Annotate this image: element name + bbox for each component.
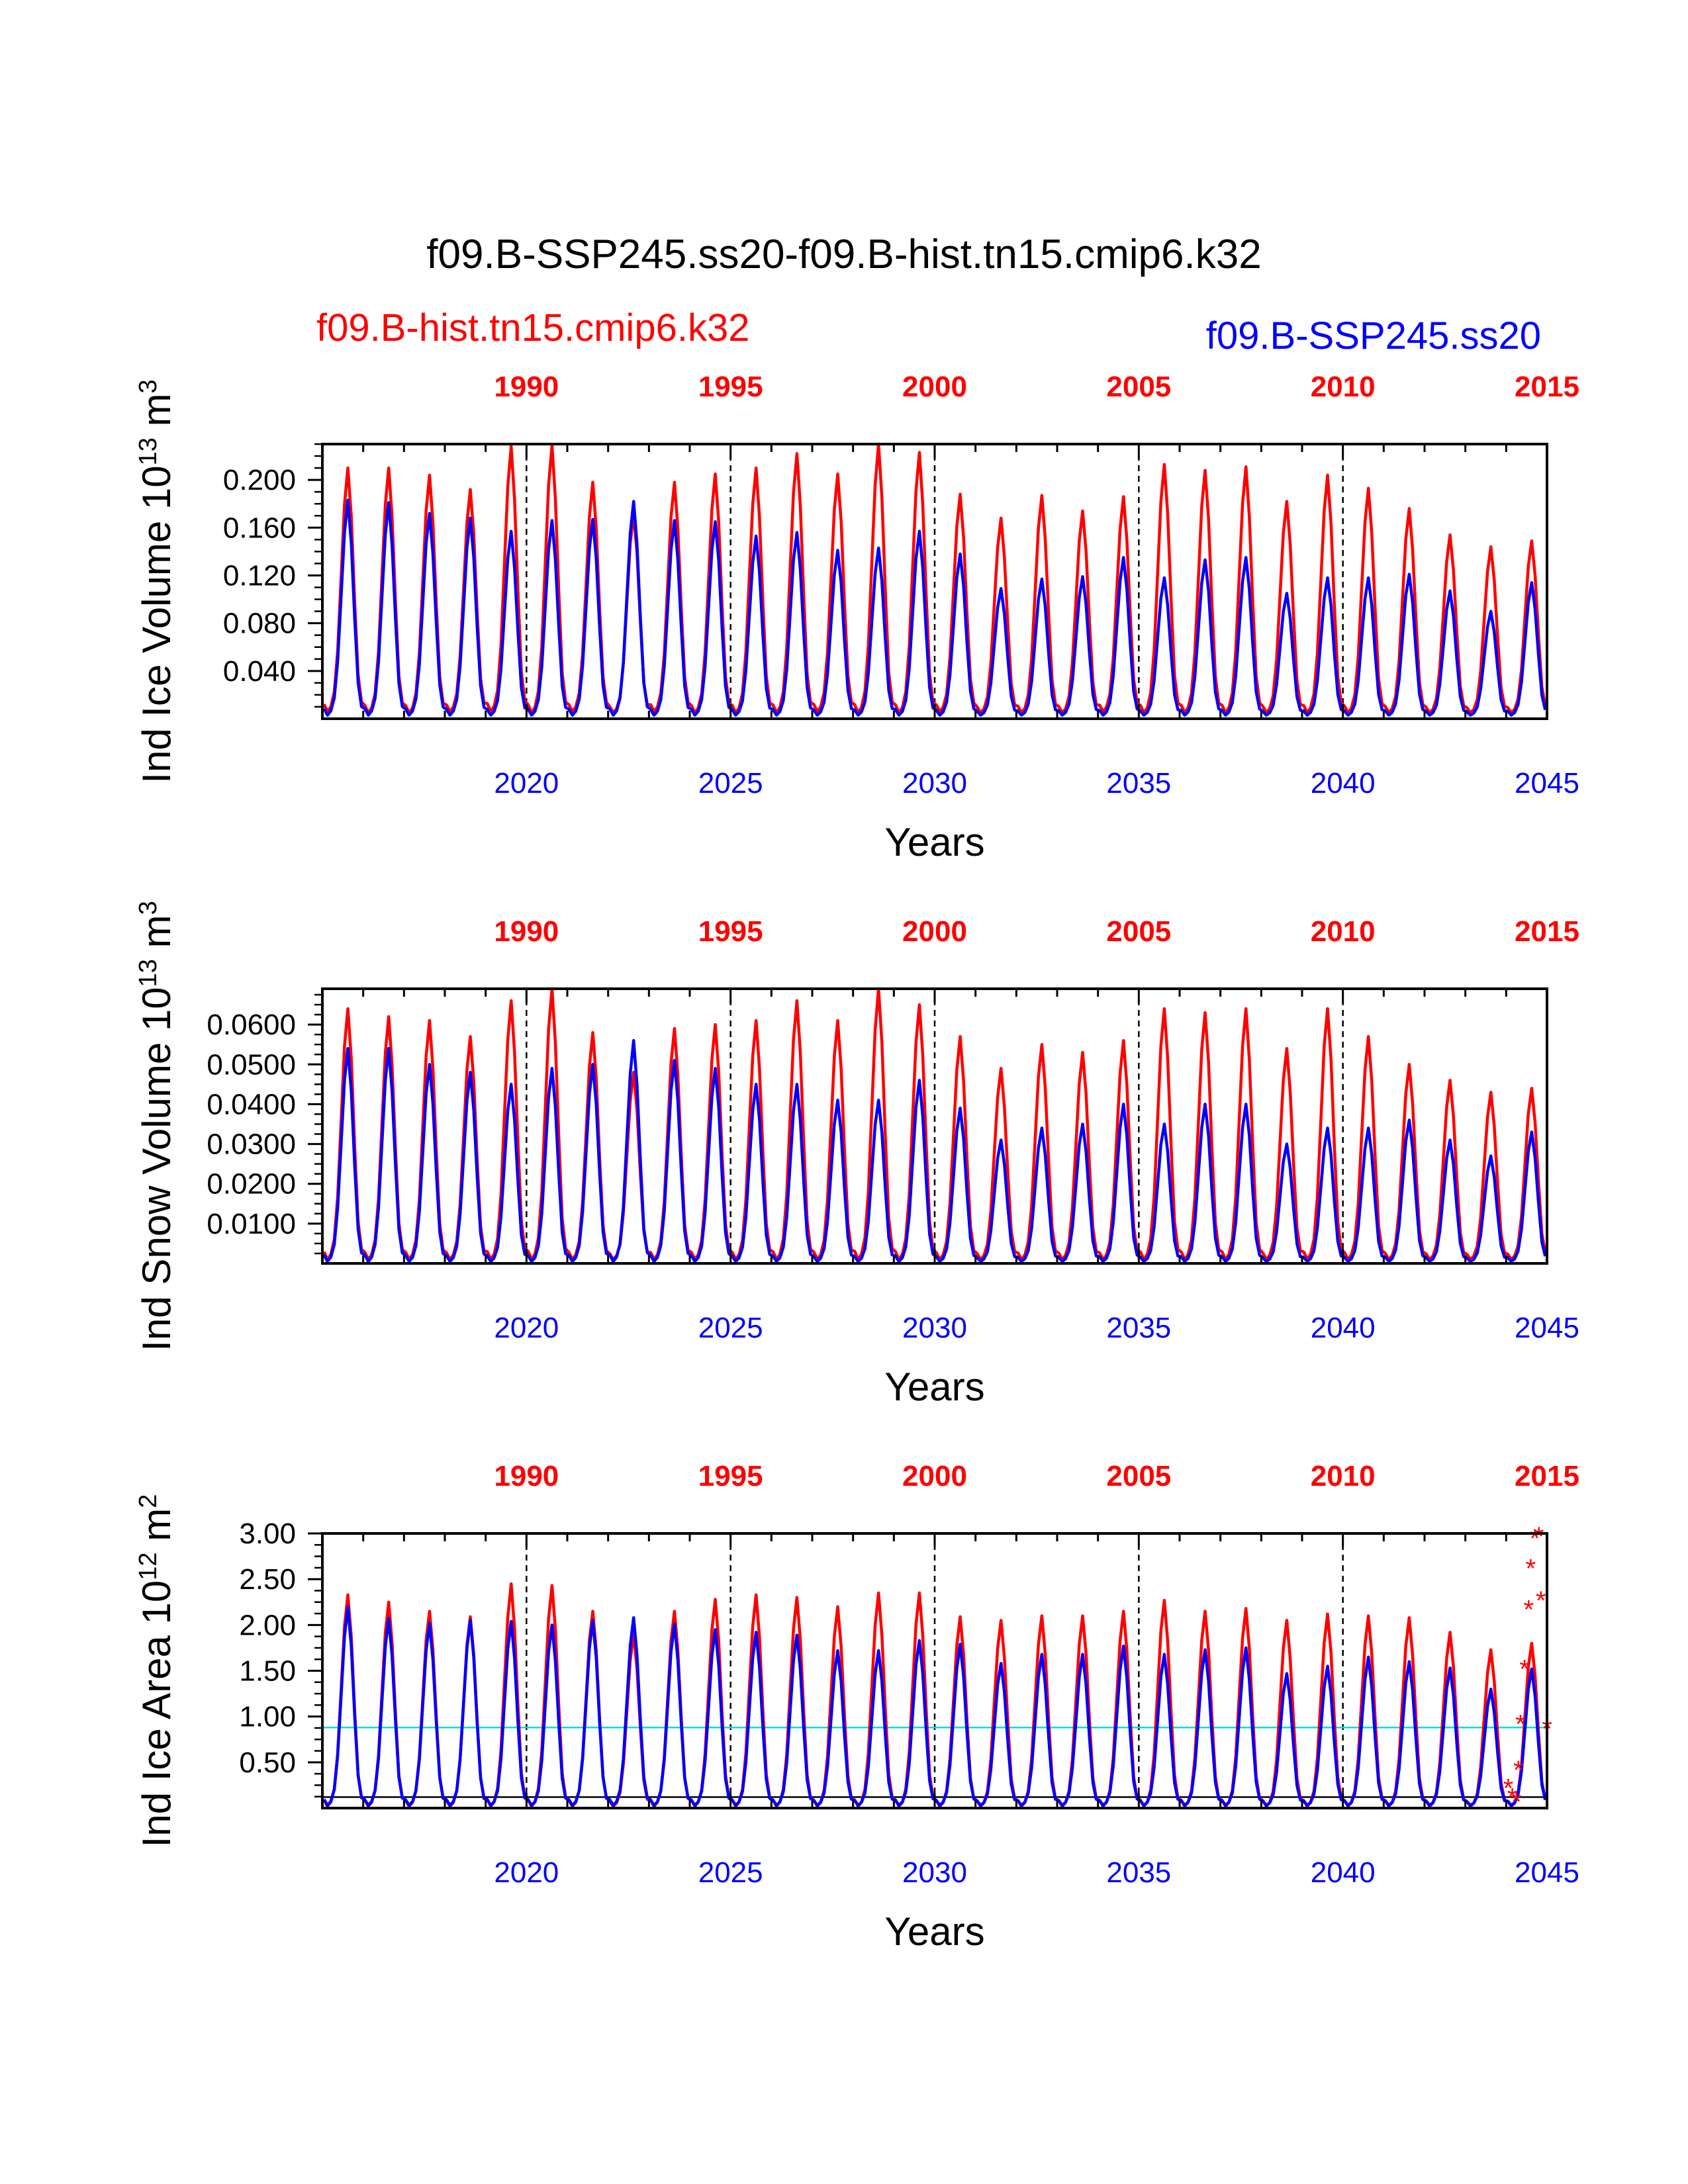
chart-2-y-tick-label-0: 0.50 xyxy=(239,1747,296,1779)
chart-0-top-tick-label-2005: 2005 xyxy=(1106,371,1171,403)
chart-2-y-tick-label-3: 2.00 xyxy=(239,1609,296,1641)
chart-2-top-tick-label-2015: 2015 xyxy=(1515,1460,1579,1492)
chart-0-bottom-tick-label-2020: 2020 xyxy=(494,767,559,799)
chart-0-top-tick-label-1990: 1990 xyxy=(494,371,559,403)
chart-2-marker-3: * xyxy=(1513,1756,1524,1785)
chart-2-marker-5: * xyxy=(1519,1655,1530,1684)
chart-1-top-tick-label-2010: 2010 xyxy=(1311,915,1376,948)
chart-0-bottom-tick-label-2025: 2025 xyxy=(698,767,763,799)
chart-1-x-axis-title: Years xyxy=(884,1365,984,1409)
chart-2-marker-1: * xyxy=(1507,1783,1518,1812)
chart-0-y-tick-label-4: 0.200 xyxy=(223,464,296,496)
chart-0-bottom-tick-label-2040: 2040 xyxy=(1311,767,1376,799)
chart-0-y-tick-label-1: 0.080 xyxy=(223,608,296,640)
chart-2-top-tick-label-1995: 1995 xyxy=(698,1460,763,1492)
chart-1-top-tick-label-2015: 2015 xyxy=(1515,915,1579,948)
chart-0-bottom-tick-label-2045: 2045 xyxy=(1515,767,1579,799)
chart-1-y-axis-title: Ind Snow Volume 1013 m3 xyxy=(134,901,179,1351)
chart-2-x-axis-title: Years xyxy=(884,1909,984,1954)
chart-1-y-tick-label-5: 0.0600 xyxy=(207,1009,296,1041)
chart-2-top-tick-label-1990: 1990 xyxy=(494,1460,559,1492)
legend-red-series: f09.B-hist.tn15.cmip6.k32 xyxy=(316,306,749,349)
chart-2-marker-4: * xyxy=(1515,1710,1526,1739)
chart-1-top-tick-label-1990: 1990 xyxy=(494,915,559,948)
chart-2-y-axis-title: Ind Ice Area 1012 m2 xyxy=(134,1494,179,1848)
chart-0-y-axis-title: Ind Ice Volume 1013 m3 xyxy=(134,379,179,783)
chart-2-bottom-tick-label-2040: 2040 xyxy=(1311,1856,1376,1889)
chart-2-marker-6: * xyxy=(1523,1596,1534,1625)
chart-0-x-axis-title: Years xyxy=(884,820,984,864)
chart-2-marker-9: * xyxy=(1534,1522,1544,1551)
chart-1-top-tick-label-2000: 2000 xyxy=(902,915,967,948)
chart-1-top-tick-label-1995: 1995 xyxy=(698,915,763,948)
chart-2-y-tick-label-2: 1.50 xyxy=(239,1655,296,1688)
chart-2-marker-7: * xyxy=(1526,1554,1536,1583)
chart-0-y-tick-label-0: 0.040 xyxy=(223,655,296,688)
chart-0-top-tick-label-2015: 2015 xyxy=(1515,371,1579,403)
chart-2-top-tick-label-2000: 2000 xyxy=(902,1460,967,1492)
chart-1-bottom-tick-label-2035: 2035 xyxy=(1106,1312,1171,1344)
chart-1-y-tick-label-4: 0.0500 xyxy=(207,1048,296,1081)
chart-2-bottom-tick-label-2020: 2020 xyxy=(494,1856,559,1889)
chart-0-y-tick-label-2: 0.120 xyxy=(223,559,296,592)
chart-0-series-red-line xyxy=(322,442,1547,715)
chart-0-bottom-tick-label-2030: 2030 xyxy=(902,767,967,799)
chart-0-top-tick-label-2010: 2010 xyxy=(1311,371,1376,403)
chart-0-bottom-tick-label-2035: 2035 xyxy=(1106,767,1171,799)
chart-0-top-tick-label-2000: 2000 xyxy=(902,371,967,403)
chart-2-top-tick-label-2010: 2010 xyxy=(1311,1460,1376,1492)
chart-1-y-tick-label-0: 0.0100 xyxy=(207,1208,296,1240)
chart-0-top-tick-label-1995: 1995 xyxy=(698,371,763,403)
ice-area-panel: ************1990 1995 2000 2005 2010 20152020… xyxy=(134,1460,1579,1954)
chart-0-y-tick-label-3: 0.160 xyxy=(223,512,296,544)
snow-volume-panel: 1990 1995 2000 2005 2010 2015 2020 2025 2030 2035… xyxy=(134,901,1579,1409)
chart-1-top-tick-label-2005: 2005 xyxy=(1106,915,1171,948)
chart-2-marker-2: * xyxy=(1511,1788,1522,1817)
chart-2-top-tick-label-2005: 2005 xyxy=(1106,1460,1171,1492)
chart-2-bottom-tick-label-2035: 2035 xyxy=(1106,1856,1171,1889)
chart-2-bottom-tick-label-2030: 2030 xyxy=(902,1856,967,1889)
chart-1-y-tick-label-2: 0.0300 xyxy=(207,1128,296,1161)
chart-2-bottom-tick-label-2025: 2025 xyxy=(698,1856,763,1889)
chart-1-bottom-tick-label-2020: 2020 xyxy=(494,1312,559,1344)
chart-2-y-tick-label-5: 3.00 xyxy=(239,1518,296,1550)
chart-1-bottom-tick-label-2030: 2030 xyxy=(902,1312,967,1344)
chart-2-bottom-tick-label-2045: 2045 xyxy=(1515,1856,1579,1889)
legend-blue-series: f09.B-SSP245.ss20 xyxy=(1206,314,1541,357)
chart-2-marker-0: * xyxy=(1503,1774,1514,1803)
chart-2-y-tick-label-1: 1.00 xyxy=(239,1701,296,1733)
figure-title: f09.B-SSP245.ss20-f09.B-hist.tn15.cmip6.… xyxy=(426,232,1261,277)
chart-2-marker-8: * xyxy=(1530,1524,1540,1553)
ice-volume-panel: 1990 1995 2000 2005 2010 2015 2020 2025 2030 2035… xyxy=(134,371,1579,864)
chart-1-y-tick-label-3: 0.0400 xyxy=(207,1088,296,1120)
chart-1-bottom-tick-label-2045: 2045 xyxy=(1515,1312,1579,1344)
chart-1-bottom-tick-label-2040: 2040 xyxy=(1311,1312,1376,1344)
chart-2-marker-10: * xyxy=(1536,1586,1546,1615)
chart-2-y-tick-label-4: 2.50 xyxy=(239,1563,296,1596)
chart-1-bottom-tick-label-2025: 2025 xyxy=(698,1312,763,1344)
chart-1-y-tick-label-1: 0.0200 xyxy=(207,1168,296,1201)
